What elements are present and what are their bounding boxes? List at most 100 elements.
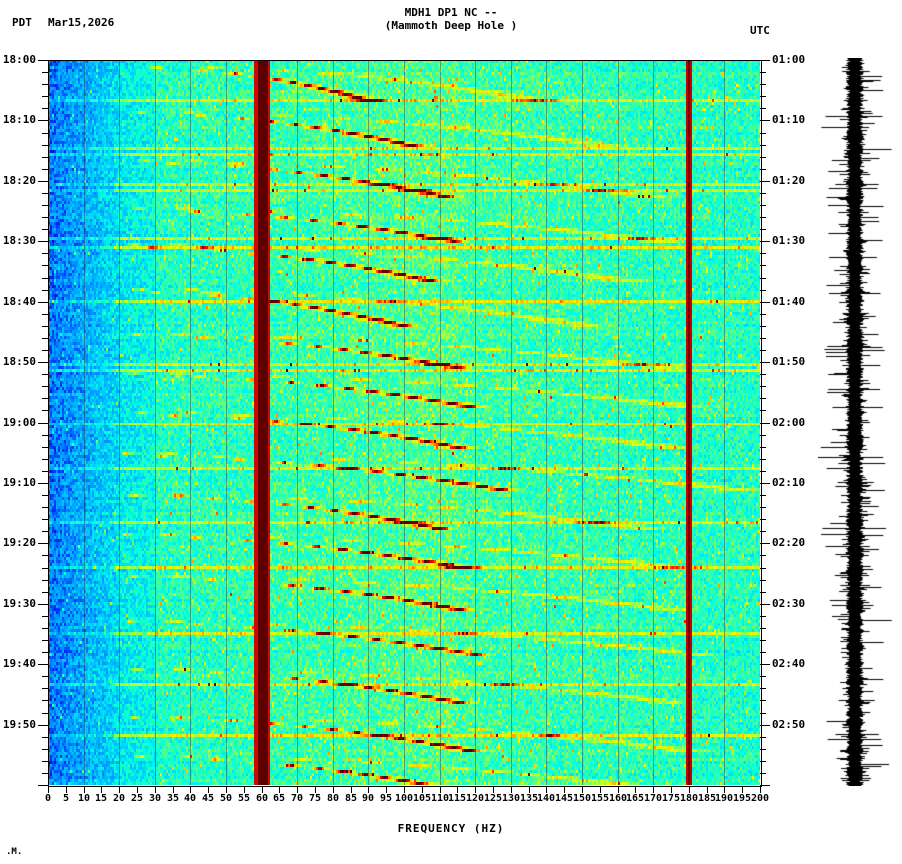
frequency-tick bbox=[244, 786, 245, 793]
frequency-axis-label: FREQUENCY (HZ) bbox=[397, 822, 505, 835]
frequency-tick bbox=[564, 786, 565, 793]
time-tick-minor-left bbox=[42, 700, 48, 701]
time-label-left: 18:30 bbox=[2, 234, 36, 247]
time-label-left: 19:40 bbox=[2, 657, 36, 670]
time-tick-minor-left bbox=[42, 350, 48, 351]
frequency-label: 95 bbox=[379, 793, 393, 804]
frequency-label: 150 bbox=[572, 793, 592, 804]
time-tick-minor-left bbox=[42, 386, 48, 387]
time-tick-minor-right bbox=[760, 495, 766, 496]
frequency-label: 170 bbox=[643, 793, 663, 804]
time-tick-major-right bbox=[760, 60, 770, 61]
time-tick-minor-right bbox=[760, 108, 766, 109]
time-label-left: 18:20 bbox=[2, 174, 36, 187]
time-tick-minor-right bbox=[760, 265, 766, 266]
frequency-label: 185 bbox=[697, 793, 717, 804]
time-tick-minor-left bbox=[42, 398, 48, 399]
time-tick-minor-right bbox=[760, 773, 766, 774]
time-tick-minor-right bbox=[760, 350, 766, 351]
time-label-left: 18:40 bbox=[2, 295, 36, 308]
time-label-right: 01:40 bbox=[772, 295, 806, 308]
time-tick-minor-left bbox=[42, 229, 48, 230]
frequency-tick bbox=[546, 786, 547, 793]
time-tick-major-left bbox=[38, 120, 48, 121]
time-tick-major-right bbox=[760, 423, 770, 424]
time-tick-minor-left bbox=[42, 72, 48, 73]
time-tick-major-left bbox=[38, 483, 48, 484]
frequency-label: 160 bbox=[608, 793, 628, 804]
frequency-tick bbox=[457, 786, 458, 793]
time-tick-minor-left bbox=[42, 676, 48, 677]
frequency-label: 130 bbox=[501, 793, 521, 804]
time-tick-minor-left bbox=[42, 447, 48, 448]
time-tick-minor-right bbox=[760, 761, 766, 762]
time-tick-minor-left bbox=[42, 133, 48, 134]
frequency-tick bbox=[582, 786, 583, 793]
frequency-tick bbox=[724, 786, 725, 793]
time-tick-minor-left bbox=[42, 265, 48, 266]
frequency-label: 35 bbox=[166, 793, 180, 804]
time-tick-minor-right bbox=[760, 386, 766, 387]
time-tick-minor-right bbox=[760, 531, 766, 532]
time-tick-minor-right bbox=[760, 229, 766, 230]
time-tick-major-right bbox=[760, 241, 770, 242]
frequency-tick bbox=[404, 786, 405, 793]
frequency-tick bbox=[493, 786, 494, 793]
frequency-tick bbox=[101, 786, 102, 793]
frequency-tick bbox=[48, 786, 49, 793]
frequency-label: 85 bbox=[344, 793, 358, 804]
time-label-right: 02:20 bbox=[772, 536, 806, 549]
time-tick-minor-right bbox=[760, 471, 766, 472]
frequency-label: 110 bbox=[430, 793, 450, 804]
time-tick-major-right bbox=[760, 543, 770, 544]
time-tick-minor-right bbox=[760, 519, 766, 520]
frequency-label: 10 bbox=[77, 793, 91, 804]
time-label-right: 01:30 bbox=[772, 234, 806, 247]
time-tick-minor-left bbox=[42, 616, 48, 617]
time-tick-major-left bbox=[38, 725, 48, 726]
frequency-label: 55 bbox=[237, 793, 251, 804]
frequency-label: 180 bbox=[679, 793, 699, 804]
frequency-tick bbox=[707, 786, 708, 793]
time-tick-minor-left bbox=[42, 713, 48, 714]
time-axis-right: 01:00 01:10 01:20 01:30 01:40 01:50 02:00 02:10… bbox=[760, 54, 900, 786]
time-tick-major-left bbox=[38, 604, 48, 605]
frequency-tick bbox=[351, 786, 352, 793]
frequency-tick bbox=[279, 786, 280, 793]
time-tick-minor-right bbox=[760, 688, 766, 689]
time-tick-minor-left bbox=[42, 495, 48, 496]
time-tick-minor-right bbox=[760, 253, 766, 254]
time-label-right: 02:10 bbox=[772, 476, 806, 489]
time-tick-minor-left bbox=[42, 531, 48, 532]
frequency-tick bbox=[671, 786, 672, 793]
frequency-label: 165 bbox=[625, 793, 645, 804]
time-label-left: 19:00 bbox=[2, 416, 36, 429]
frequency-label: 40 bbox=[183, 793, 197, 804]
time-tick-minor-left bbox=[42, 519, 48, 520]
time-label-left: 19:50 bbox=[2, 718, 36, 731]
station-code-title: MDH1 DP1 NC -- bbox=[404, 6, 498, 19]
time-tick-minor-right bbox=[760, 507, 766, 508]
spectrogram-plot[interactable] bbox=[48, 60, 760, 785]
frequency-tick bbox=[368, 786, 369, 793]
frequency-label: 65 bbox=[272, 793, 286, 804]
time-tick-minor-left bbox=[42, 568, 48, 569]
frequency-tick bbox=[635, 786, 636, 793]
frequency-label: 125 bbox=[483, 793, 503, 804]
time-tick-major-right bbox=[760, 725, 770, 726]
frequency-label: 145 bbox=[554, 793, 574, 804]
frequency-tick bbox=[208, 786, 209, 793]
time-tick-minor-right bbox=[760, 84, 766, 85]
time-tick-minor-left bbox=[42, 688, 48, 689]
time-label-right: 02:50 bbox=[772, 718, 806, 731]
time-tick-major-right bbox=[760, 483, 770, 484]
time-tick-minor-left bbox=[42, 217, 48, 218]
frequency-tick bbox=[422, 786, 423, 793]
time-tick-minor-left bbox=[42, 96, 48, 97]
frequency-label: 0 bbox=[44, 793, 52, 804]
time-tick-major-left bbox=[38, 543, 48, 544]
time-tick-minor-right bbox=[760, 217, 766, 218]
frequency-label: 25 bbox=[130, 793, 144, 804]
time-tick-minor-left bbox=[42, 555, 48, 556]
time-tick-minor-right bbox=[760, 290, 766, 291]
